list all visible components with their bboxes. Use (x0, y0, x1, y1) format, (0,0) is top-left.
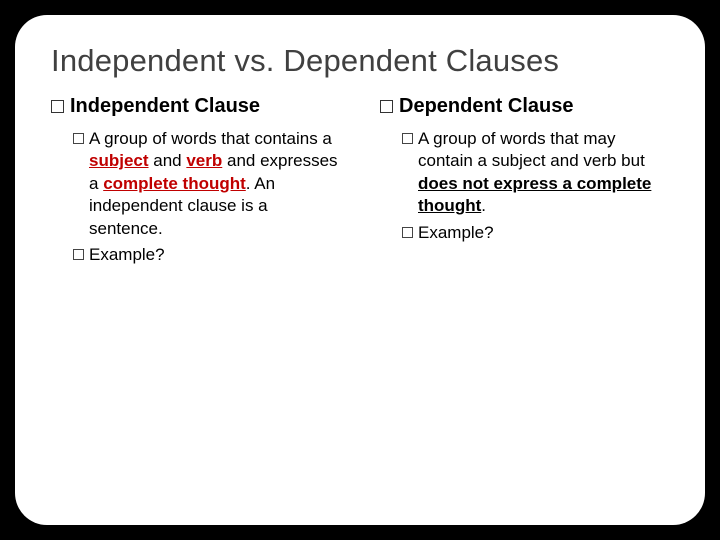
text-span: . (481, 196, 486, 215)
square-bullet-icon (402, 227, 413, 238)
keyword-thought: complete thought (103, 174, 246, 193)
left-body-text: A group of words that contains a subject… (89, 128, 340, 240)
right-column: Dependent Clause A group of words that m… (380, 95, 669, 271)
right-body-text: A group of words that may contain a subj… (418, 128, 669, 218)
left-body-item: A group of words that contains a subject… (51, 128, 340, 240)
left-column: Independent Clause A group of words that… (51, 95, 340, 271)
square-bullet-icon (73, 133, 84, 144)
columns-wrap: Independent Clause A group of words that… (51, 95, 669, 271)
right-header-text: Dependent Clause (399, 95, 573, 118)
keyword-verb: verb (186, 151, 222, 170)
left-column-header: Independent Clause (51, 95, 340, 118)
left-header-text: Independent Clause (70, 95, 260, 118)
keyword-phrase: does not express a complete thought (418, 174, 651, 215)
slide-title: Independent vs. Dependent Clauses (51, 43, 669, 79)
square-bullet-icon (402, 133, 413, 144)
square-bullet-icon (380, 100, 393, 113)
right-body-item: A group of words that may contain a subj… (380, 128, 669, 218)
text-span: A group of words that contains a (89, 129, 332, 148)
left-example-item: Example? (51, 244, 340, 266)
text-span: A group of words that may contain a subj… (418, 129, 645, 170)
right-example-label: Example? (418, 222, 494, 244)
right-example-item: Example? (380, 222, 669, 244)
slide-frame: Independent vs. Dependent Clauses Indepe… (15, 15, 705, 525)
right-column-header: Dependent Clause (380, 95, 669, 118)
square-bullet-icon (51, 100, 64, 113)
keyword-subject: subject (89, 151, 149, 170)
text-span: and (149, 151, 187, 170)
left-example-label: Example? (89, 244, 165, 266)
square-bullet-icon (73, 249, 84, 260)
